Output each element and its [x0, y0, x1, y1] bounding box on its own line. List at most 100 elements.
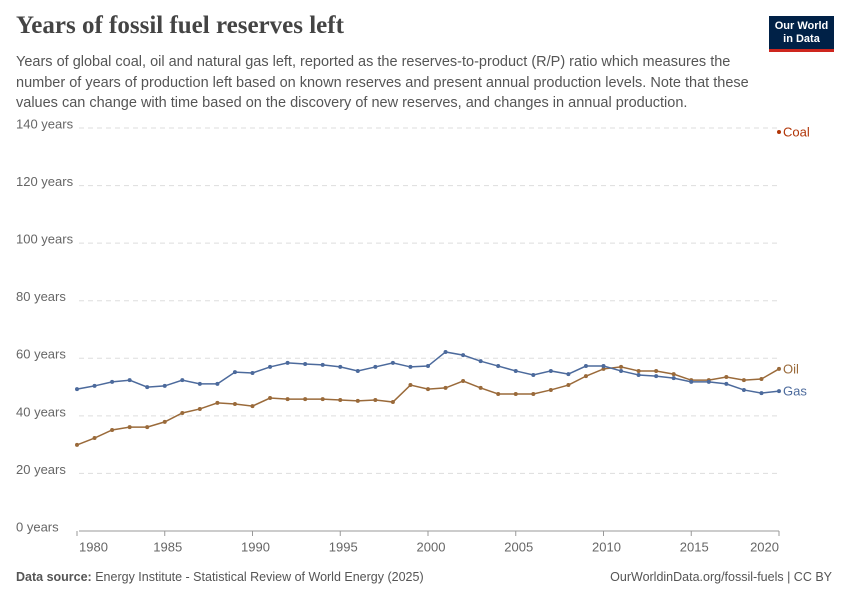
data-point [531, 372, 536, 377]
chart-title: Years of fossil fuel reserves left [16, 12, 344, 39]
data-point [215, 381, 220, 386]
data-point [601, 364, 606, 369]
data-point [268, 364, 273, 369]
x-tick-label: 2010 [592, 539, 621, 554]
data-point [145, 385, 150, 390]
data-point [724, 381, 729, 386]
data-point [548, 387, 553, 392]
y-tick-label: 40 years [16, 404, 66, 419]
logo[interactable]: Our World in Data [769, 16, 834, 52]
data-point [636, 372, 641, 377]
data-point [373, 364, 378, 369]
source-text: Energy Institute - Statistical Review of… [95, 570, 424, 584]
data-point [513, 368, 518, 373]
logo-line: Our World [774, 20, 829, 32]
data-point [566, 372, 571, 377]
data-point [759, 391, 764, 396]
data-point [741, 378, 746, 383]
source-label: Data source: [16, 570, 92, 584]
data-point [232, 370, 237, 375]
x-tick-label: 1995 [329, 539, 358, 554]
data-point [741, 387, 746, 392]
data-point [777, 389, 781, 394]
data-point [601, 366, 606, 371]
data-point [285, 397, 290, 402]
data-point [390, 400, 395, 405]
data-point [654, 368, 659, 373]
data-point [461, 353, 466, 358]
data-point [636, 368, 641, 373]
series-label: Coal [783, 124, 810, 139]
series-label: Gas [783, 384, 807, 399]
data-point [285, 360, 290, 365]
data-point [338, 364, 343, 369]
data-point [320, 362, 325, 367]
data-point [443, 385, 448, 390]
data-point [232, 402, 237, 407]
data-point [566, 383, 571, 388]
data-point [426, 364, 430, 369]
data-point [706, 379, 711, 384]
x-tick-label: 2000 [417, 539, 446, 554]
y-tick-label: 80 years [16, 289, 66, 304]
data-point [443, 349, 448, 354]
x-tick-label: 1985 [153, 539, 182, 554]
data-point [92, 436, 97, 441]
y-tick-label: 100 years [16, 232, 74, 247]
data-point [478, 359, 483, 364]
data-point [373, 398, 378, 403]
data-point [689, 379, 694, 384]
data-point [268, 396, 273, 401]
data-point [619, 364, 624, 369]
data-point [619, 368, 624, 373]
data-point [671, 376, 676, 381]
data-point [303, 397, 308, 402]
data-point [355, 398, 360, 403]
data-point [110, 379, 115, 384]
y-tick-label: 140 years [16, 116, 74, 131]
data-point [197, 406, 202, 411]
data-point [461, 379, 466, 384]
chart-subtitle: Years of global coal, oil and natural ga… [16, 54, 749, 111]
data-point [408, 364, 413, 369]
data-point [127, 378, 132, 383]
data-point [127, 425, 132, 430]
logo-line: in Data [783, 32, 820, 45]
data-point [496, 391, 501, 396]
footer-link[interactable]: OurWorldinData.org/fossil-fuels | CC BY [610, 570, 832, 584]
data-point [426, 387, 430, 392]
series-label: Oil [783, 361, 799, 376]
data-point [75, 387, 79, 392]
data-point [162, 419, 167, 424]
data-point [75, 442, 79, 447]
data-point [303, 362, 308, 367]
data-point [724, 374, 729, 379]
x-tick-label: 1990 [241, 539, 270, 554]
y-tick-label: 0 years [16, 519, 59, 534]
y-tick-label: 120 years [16, 174, 74, 189]
data-point [250, 370, 255, 375]
data-point [408, 383, 413, 388]
x-tick-label: 2015 [680, 539, 709, 554]
data-point [513, 391, 518, 396]
source: Data source: Energy Institute - Statisti… [16, 570, 424, 584]
x-tick-label: 1980 [79, 539, 108, 554]
data-point [759, 377, 764, 382]
data-point [215, 400, 220, 405]
data-point [654, 374, 659, 379]
data-point [531, 391, 536, 396]
x-tick-label: 2020 [750, 539, 779, 554]
y-tick-label: 60 years [16, 347, 66, 362]
data-point [338, 398, 343, 403]
data-point [583, 364, 588, 369]
data-point [583, 374, 588, 379]
data-point [92, 383, 97, 388]
data-point [320, 397, 325, 402]
data-point [145, 425, 150, 430]
data-point [180, 410, 185, 415]
y-tick-label: 20 years [16, 462, 66, 477]
data-point [777, 366, 781, 371]
data-point [671, 372, 676, 377]
